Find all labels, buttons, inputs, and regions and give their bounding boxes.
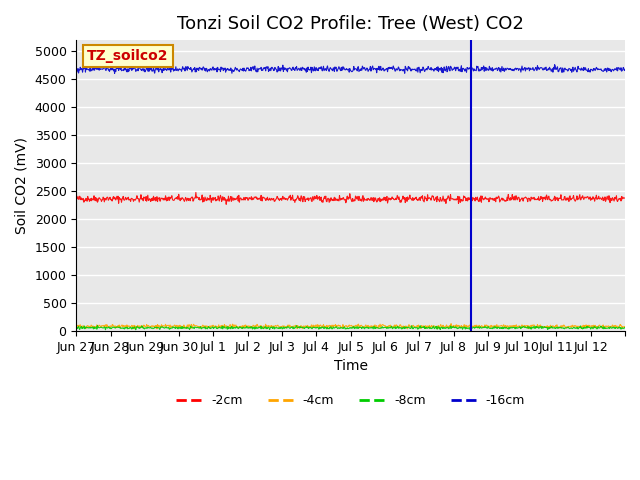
Y-axis label: Soil CO2 (mV): Soil CO2 (mV): [15, 137, 29, 234]
Text: TZ_soilco2: TZ_soilco2: [87, 49, 169, 63]
X-axis label: Time: Time: [333, 359, 367, 373]
Title: Tonzi Soil CO2 Profile: Tree (West) CO2: Tonzi Soil CO2 Profile: Tree (West) CO2: [177, 15, 524, 33]
Legend: -2cm, -4cm, -8cm, -16cm: -2cm, -4cm, -8cm, -16cm: [171, 389, 530, 412]
